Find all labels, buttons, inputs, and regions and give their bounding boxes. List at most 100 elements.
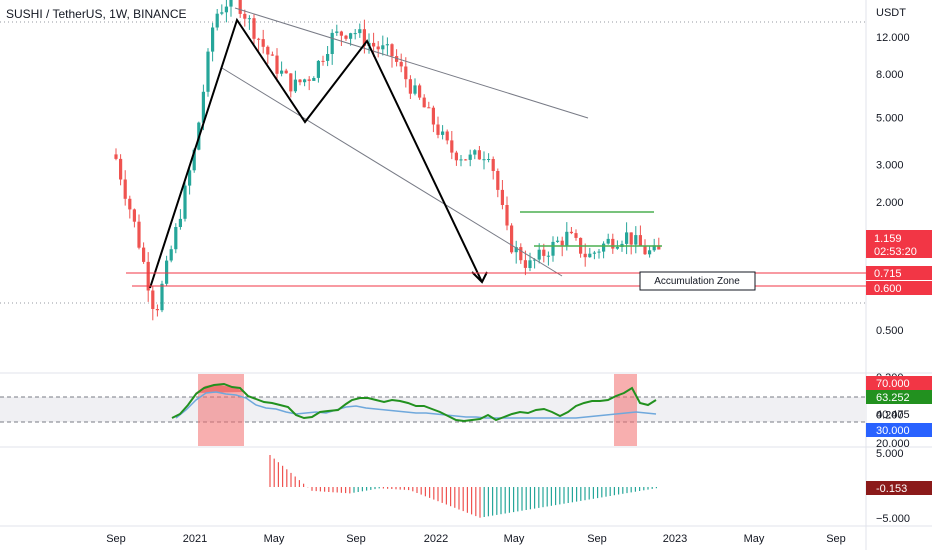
candle — [220, 4, 224, 16]
candle — [505, 196, 509, 231]
candle — [137, 214, 141, 250]
rsi-axis-label: 30.000 — [876, 425, 910, 437]
candle — [284, 68, 288, 74]
time-axis-labels: Sep 2021 May Sep 2022 May Sep 2023 May Sep — [106, 533, 846, 545]
candle — [408, 75, 412, 99]
candle — [128, 195, 132, 219]
candle — [224, 0, 228, 23]
candle — [146, 252, 150, 302]
upper-channel-line — [234, 7, 589, 119]
candle — [339, 30, 343, 46]
level-label-box-0600 — [866, 281, 932, 295]
candle — [280, 61, 284, 77]
candle — [638, 225, 642, 246]
candle — [289, 73, 293, 98]
candle — [431, 105, 435, 133]
current-price-label: 1.159 — [874, 233, 902, 245]
candle — [602, 241, 606, 259]
candle — [583, 243, 587, 267]
accumulation-zone-box — [639, 271, 756, 291]
current-price-box — [866, 230, 932, 258]
candle — [519, 243, 523, 264]
histogram-series — [269, 455, 658, 518]
candle — [188, 166, 192, 195]
candle — [381, 35, 385, 56]
price-tick-label: 0.200 — [876, 410, 904, 422]
candle — [243, 9, 247, 27]
candle — [551, 236, 555, 262]
price-tick-label: 3.000 — [876, 160, 904, 172]
candle — [307, 76, 311, 91]
time-axis-label: Sep — [826, 533, 846, 545]
level-label-0715: 0.715 — [874, 268, 902, 280]
candle — [123, 170, 127, 206]
candle — [395, 49, 399, 67]
trendlines — [149, 7, 589, 289]
candle — [477, 146, 481, 160]
candle — [238, 0, 242, 18]
price-tick-label: 12.000 — [876, 32, 910, 44]
price-axis-unit: USDT — [876, 7, 906, 19]
candle — [114, 148, 118, 161]
candle — [487, 153, 491, 163]
rsi-signal-line — [175, 391, 657, 419]
rsi-axis-label: 63.252 — [876, 392, 910, 404]
candle — [165, 255, 169, 287]
candle — [648, 246, 652, 258]
candle — [211, 22, 215, 62]
histogram-label-box — [866, 481, 932, 495]
candle — [257, 37, 261, 51]
candle — [454, 150, 458, 166]
candle — [303, 78, 307, 87]
time-axis-label: May — [504, 533, 525, 545]
candle — [312, 76, 316, 81]
time-axis-label: 2021 — [183, 533, 207, 545]
arrow-head — [471, 271, 488, 284]
time-axis-label: 2022 — [424, 533, 448, 545]
candle — [459, 155, 463, 167]
time-axis-label: 2023 — [663, 533, 687, 545]
candle — [579, 237, 583, 258]
candle — [142, 242, 146, 264]
countdown-label: 02:53:20 — [874, 246, 917, 258]
candle — [321, 55, 325, 66]
candle — [657, 237, 661, 250]
candle — [261, 29, 265, 54]
candle — [229, 0, 233, 17]
level-label-box-0715 — [866, 266, 932, 280]
candle — [252, 14, 256, 46]
candle — [500, 180, 504, 210]
candle — [611, 233, 615, 254]
chart-title: SUSHI / TetherUS, 1W, BINANCE — [6, 7, 187, 21]
time-axis-label: May — [744, 533, 765, 545]
candle — [169, 245, 173, 263]
candle — [330, 29, 334, 65]
time-axis-label: Sep — [587, 533, 607, 545]
level-label-0600: 0.600 — [874, 283, 902, 295]
price-tick-label: 0.500 — [876, 325, 904, 337]
candle — [450, 131, 454, 160]
rsi-pane — [0, 374, 866, 446]
candlestick-series — [114, 0, 661, 321]
rsi-label-box — [866, 423, 932, 437]
candle — [385, 37, 389, 55]
candle — [574, 229, 578, 241]
candle — [155, 304, 159, 317]
candle — [270, 51, 274, 56]
candle — [528, 252, 532, 272]
rsi-label-box — [866, 376, 932, 390]
candle — [615, 240, 619, 250]
accumulation-zone-label: Accumulation Zone — [654, 276, 740, 287]
candle — [597, 249, 601, 259]
histogram-axis-label: -0.153 — [876, 483, 907, 495]
candle — [427, 101, 431, 109]
candle — [468, 149, 472, 167]
candle — [358, 23, 362, 38]
candle — [441, 125, 445, 140]
candle — [546, 251, 550, 266]
candle — [353, 29, 357, 40]
candle — [514, 240, 518, 264]
candle — [247, 15, 251, 30]
